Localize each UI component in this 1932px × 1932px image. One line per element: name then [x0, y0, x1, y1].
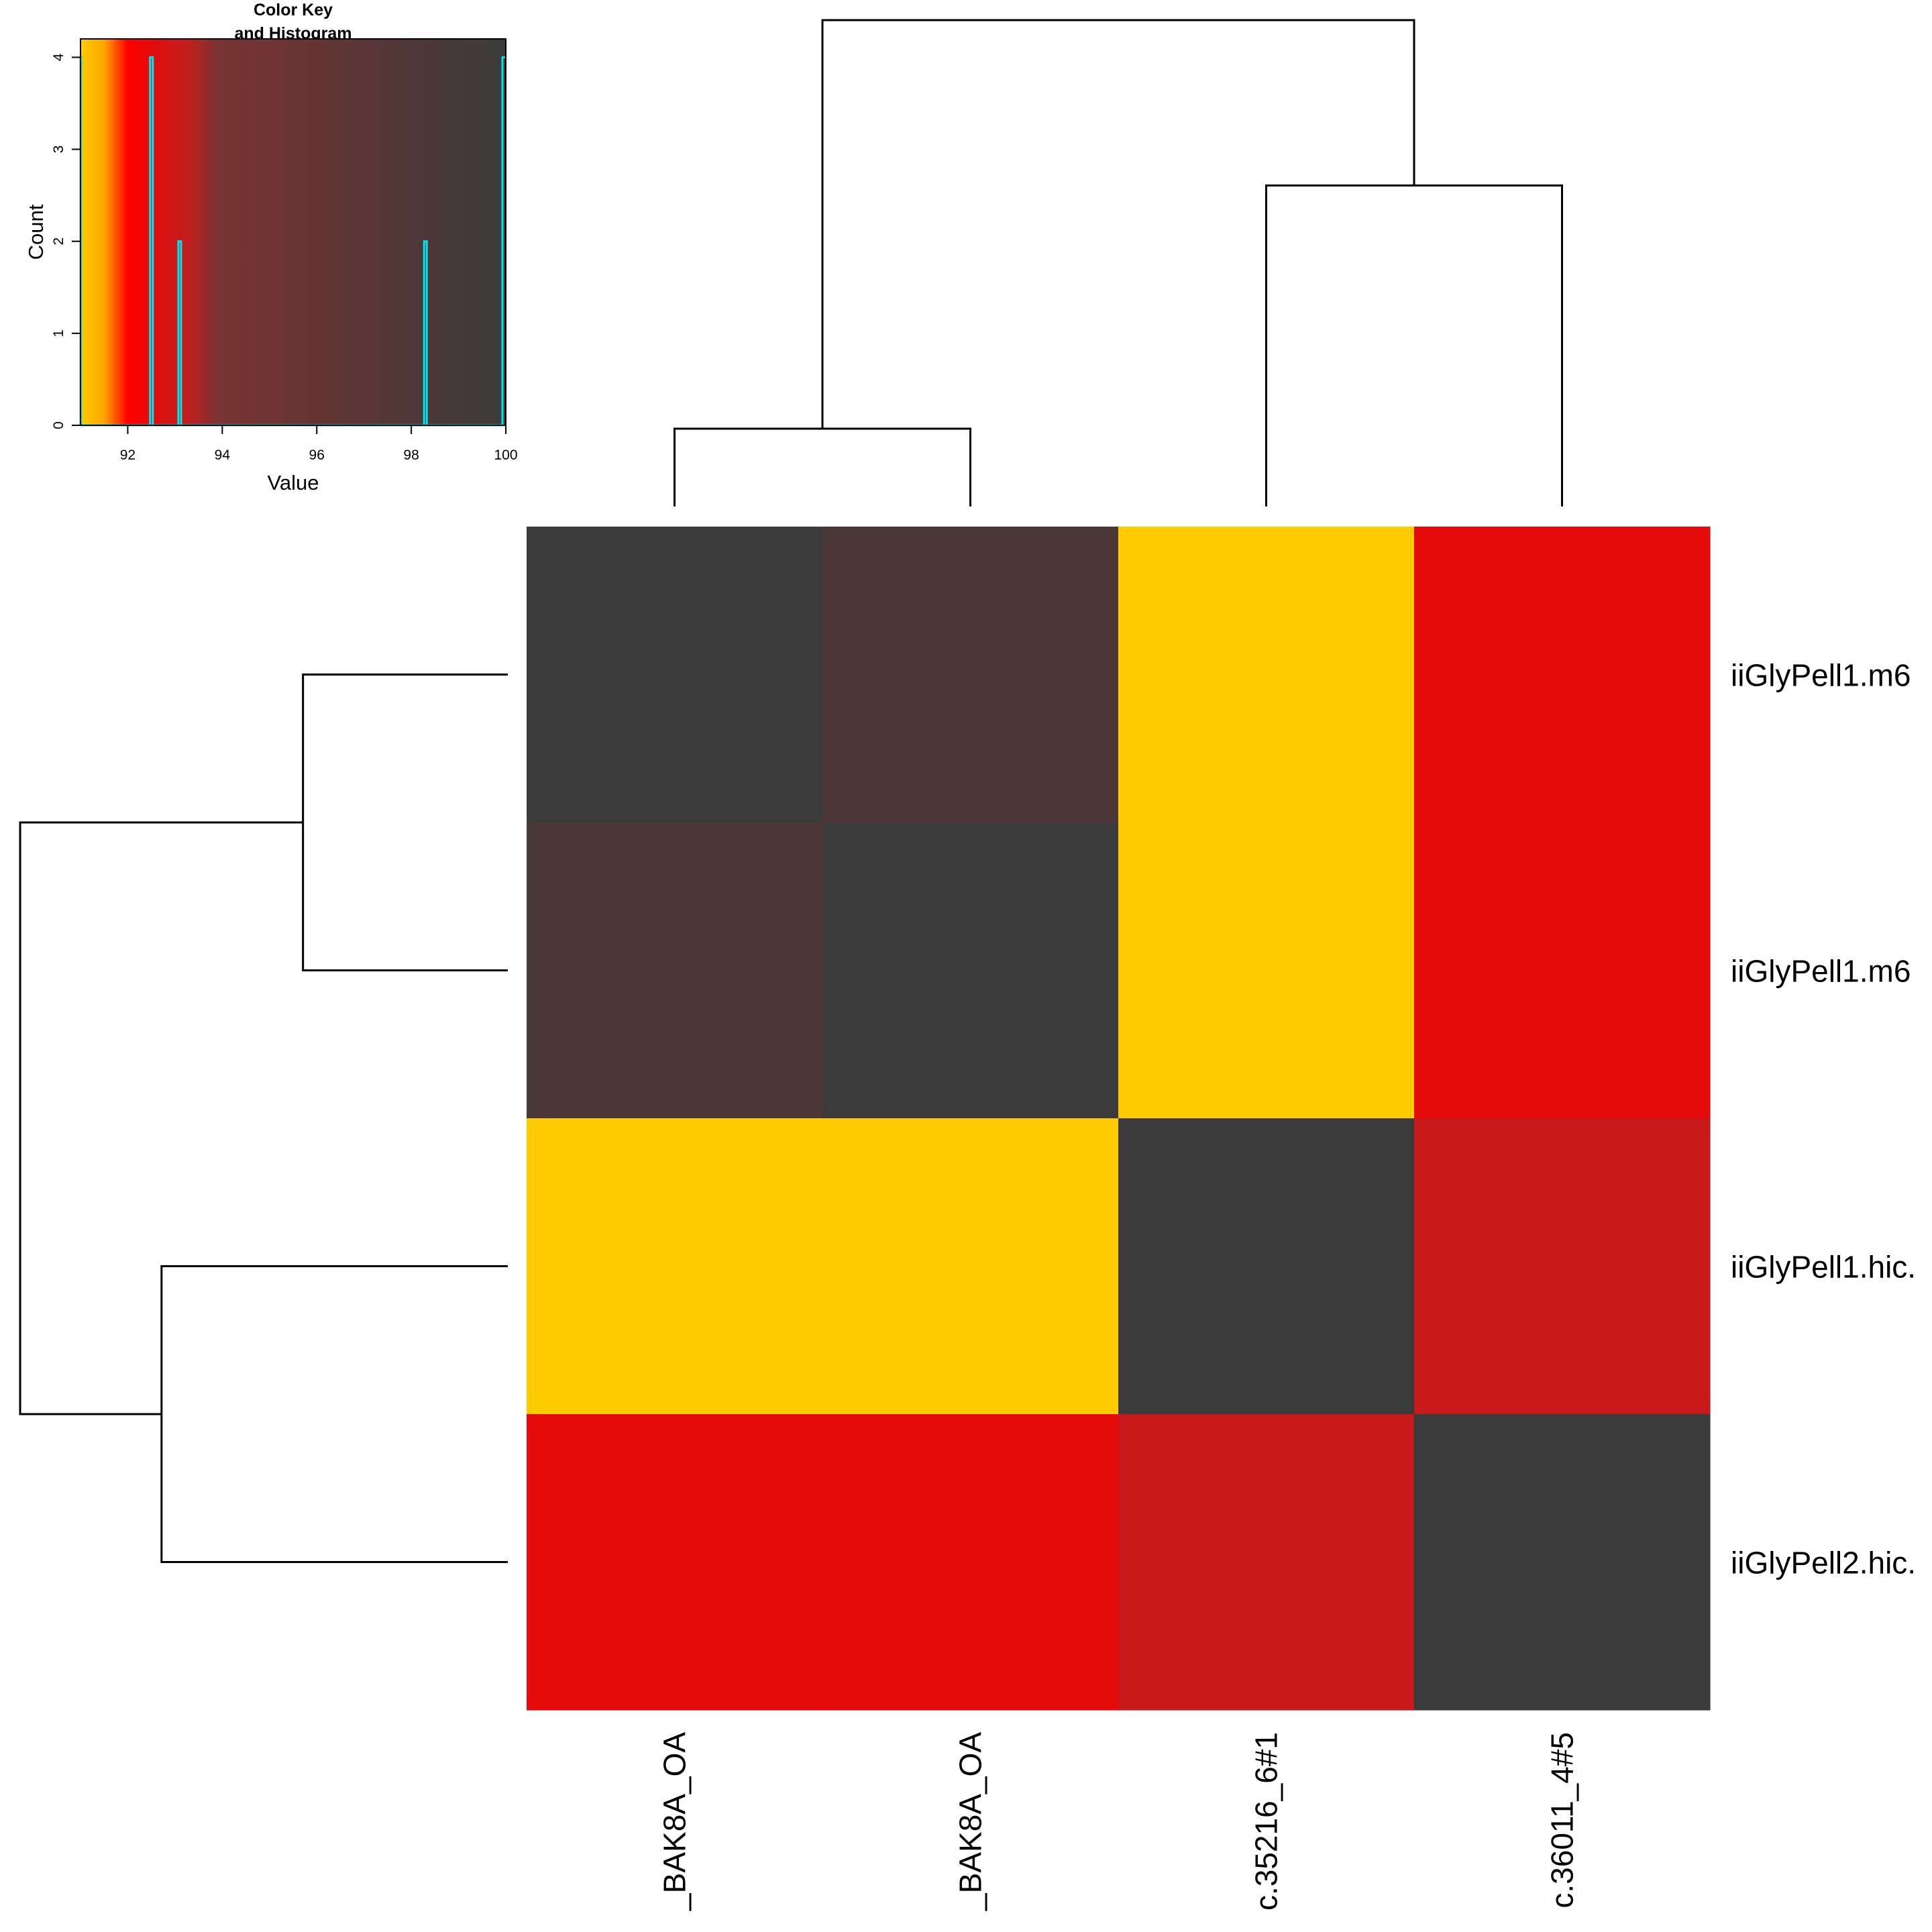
heatmap-cell — [527, 822, 823, 1119]
row-label: iiGlyPell1.m6 — [1731, 954, 1911, 989]
row-label: iiGlyPell2.hic. — [1731, 1546, 1916, 1580]
row-label: iiGlyPell1.hic. — [1731, 1250, 1916, 1285]
heatmap-cell — [527, 1118, 823, 1415]
heatmap-cell — [527, 527, 823, 823]
heatmap-cell — [1414, 527, 1711, 823]
color-key-title-line1: Color Key — [254, 1, 333, 19]
dendrogram-branch — [674, 427, 971, 506]
row-label: iiGlyPell1.m6 — [1731, 658, 1911, 693]
column-dendrogram — [674, 19, 1563, 506]
x-tick-label: 100 — [494, 447, 517, 463]
dendrogram-branch — [302, 674, 508, 971]
column-labels: _BAK8A_OA _BAK8A_OA c.35216_6#1 c.36011_4#5 — [657, 1732, 1580, 1911]
row-labels: iiGlyPell1.m6 iiGlyPell1.m6 iiGlyPell1.hic… — [1731, 658, 1916, 1580]
color-key-bar — [80, 39, 506, 425]
heatmap-cell — [822, 1118, 1119, 1415]
column-label: c.36011_4#5 — [1545, 1732, 1580, 1909]
y-tick-label: 4 — [51, 53, 66, 61]
x-tick-label: 96 — [309, 447, 325, 463]
dendrogram-branch — [821, 19, 1415, 429]
heatmap-cell — [822, 527, 1119, 823]
heatmap-cell — [1414, 1414, 1711, 1711]
column-label: _BAK8A_OA — [657, 1732, 692, 1911]
heatmap-cell — [1118, 1118, 1415, 1415]
dendrogram-branch — [160, 1265, 508, 1563]
heatmap-cell — [822, 1414, 1119, 1711]
row-dendrogram — [19, 674, 508, 1563]
heatmap-grid — [527, 527, 1711, 1711]
y-tick-label: 1 — [51, 329, 66, 337]
heatmap-cell — [1118, 1414, 1415, 1711]
column-label: _BAK8A_OA — [953, 1732, 988, 1911]
heatmap-cell — [1414, 822, 1711, 1119]
column-label: c.35216_6#1 — [1249, 1732, 1284, 1911]
color-key-x-axis-title: Value — [268, 471, 319, 494]
dendrogram-branch — [1265, 184, 1563, 506]
y-tick-label: 2 — [51, 237, 66, 246]
y-tick-label: 0 — [51, 421, 66, 429]
x-tick-label: 98 — [403, 447, 419, 463]
x-tick-label: 94 — [215, 447, 231, 463]
y-tick-label: 3 — [51, 146, 66, 154]
color-key: Color Key and Histogram 92 94 96 98 100 0123… — [24, 1, 518, 494]
color-key-x-axis: 92 94 96 98 100 — [120, 425, 518, 463]
heatmap-cell — [1414, 1118, 1711, 1415]
x-tick-label: 92 — [120, 447, 136, 463]
heatmap-cell — [1118, 527, 1415, 823]
heatmap-cell — [1118, 822, 1415, 1119]
heatmap-cell — [527, 1414, 823, 1711]
color-key-y-axis-title: Count — [24, 204, 48, 260]
color-key-y-axis: 0 1 2 3 4 — [51, 53, 81, 429]
heatmap-cell — [822, 822, 1119, 1119]
dendrogram-branch — [19, 821, 303, 1415]
